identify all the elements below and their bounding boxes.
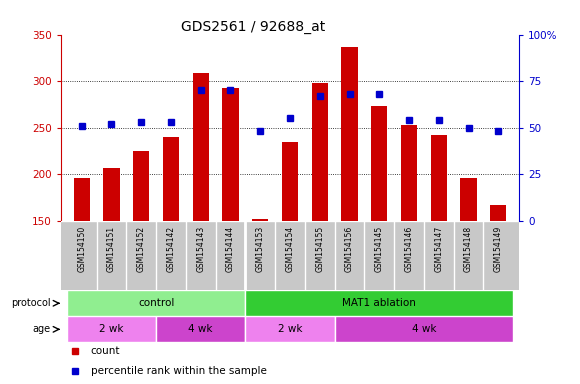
Text: GSM154151: GSM154151 bbox=[107, 225, 116, 272]
Text: GSM154153: GSM154153 bbox=[256, 225, 264, 272]
Text: age: age bbox=[32, 324, 50, 334]
Bar bbox=[103, 168, 119, 221]
Bar bbox=[490, 205, 506, 221]
Text: GSM154148: GSM154148 bbox=[464, 225, 473, 272]
Bar bbox=[74, 178, 90, 221]
Bar bbox=[67, 290, 245, 316]
Text: protocol: protocol bbox=[11, 298, 50, 308]
Text: percentile rank within the sample: percentile rank within the sample bbox=[90, 366, 267, 376]
Text: GSM154156: GSM154156 bbox=[345, 225, 354, 272]
Text: GSM154146: GSM154146 bbox=[404, 225, 414, 272]
Bar bbox=[461, 178, 477, 221]
Bar bbox=[245, 316, 335, 343]
Text: GSM154142: GSM154142 bbox=[166, 225, 176, 272]
Bar bbox=[193, 73, 209, 221]
Text: GSM154155: GSM154155 bbox=[316, 225, 324, 272]
Text: GSM154147: GSM154147 bbox=[434, 225, 443, 272]
Bar bbox=[222, 88, 239, 221]
Bar bbox=[401, 125, 417, 221]
Text: GSM154152: GSM154152 bbox=[137, 225, 146, 272]
Text: control: control bbox=[138, 298, 175, 308]
Bar bbox=[133, 151, 150, 221]
Bar bbox=[67, 316, 156, 343]
Bar bbox=[430, 135, 447, 221]
Text: GSM154145: GSM154145 bbox=[375, 225, 384, 272]
Bar bbox=[371, 106, 387, 221]
Bar bbox=[341, 47, 358, 221]
Bar bbox=[335, 316, 513, 343]
Text: MAT1 ablation: MAT1 ablation bbox=[342, 298, 416, 308]
Bar bbox=[282, 142, 298, 221]
Text: 4 wk: 4 wk bbox=[412, 324, 436, 334]
Bar bbox=[245, 290, 513, 316]
Bar bbox=[163, 137, 179, 221]
Text: GSM154149: GSM154149 bbox=[494, 225, 503, 272]
Bar bbox=[252, 219, 269, 221]
Text: GSM154143: GSM154143 bbox=[196, 225, 205, 272]
Text: 2 wk: 2 wk bbox=[99, 324, 124, 334]
Text: 2 wk: 2 wk bbox=[278, 324, 302, 334]
Bar bbox=[156, 316, 245, 343]
Bar bbox=[311, 83, 328, 221]
Text: GSM154154: GSM154154 bbox=[285, 225, 295, 272]
Text: 4 wk: 4 wk bbox=[188, 324, 213, 334]
Text: count: count bbox=[90, 346, 120, 356]
Text: GSM154144: GSM154144 bbox=[226, 225, 235, 272]
Text: GSM154150: GSM154150 bbox=[77, 225, 86, 272]
Title: GDS2561 / 92688_at: GDS2561 / 92688_at bbox=[181, 20, 325, 33]
